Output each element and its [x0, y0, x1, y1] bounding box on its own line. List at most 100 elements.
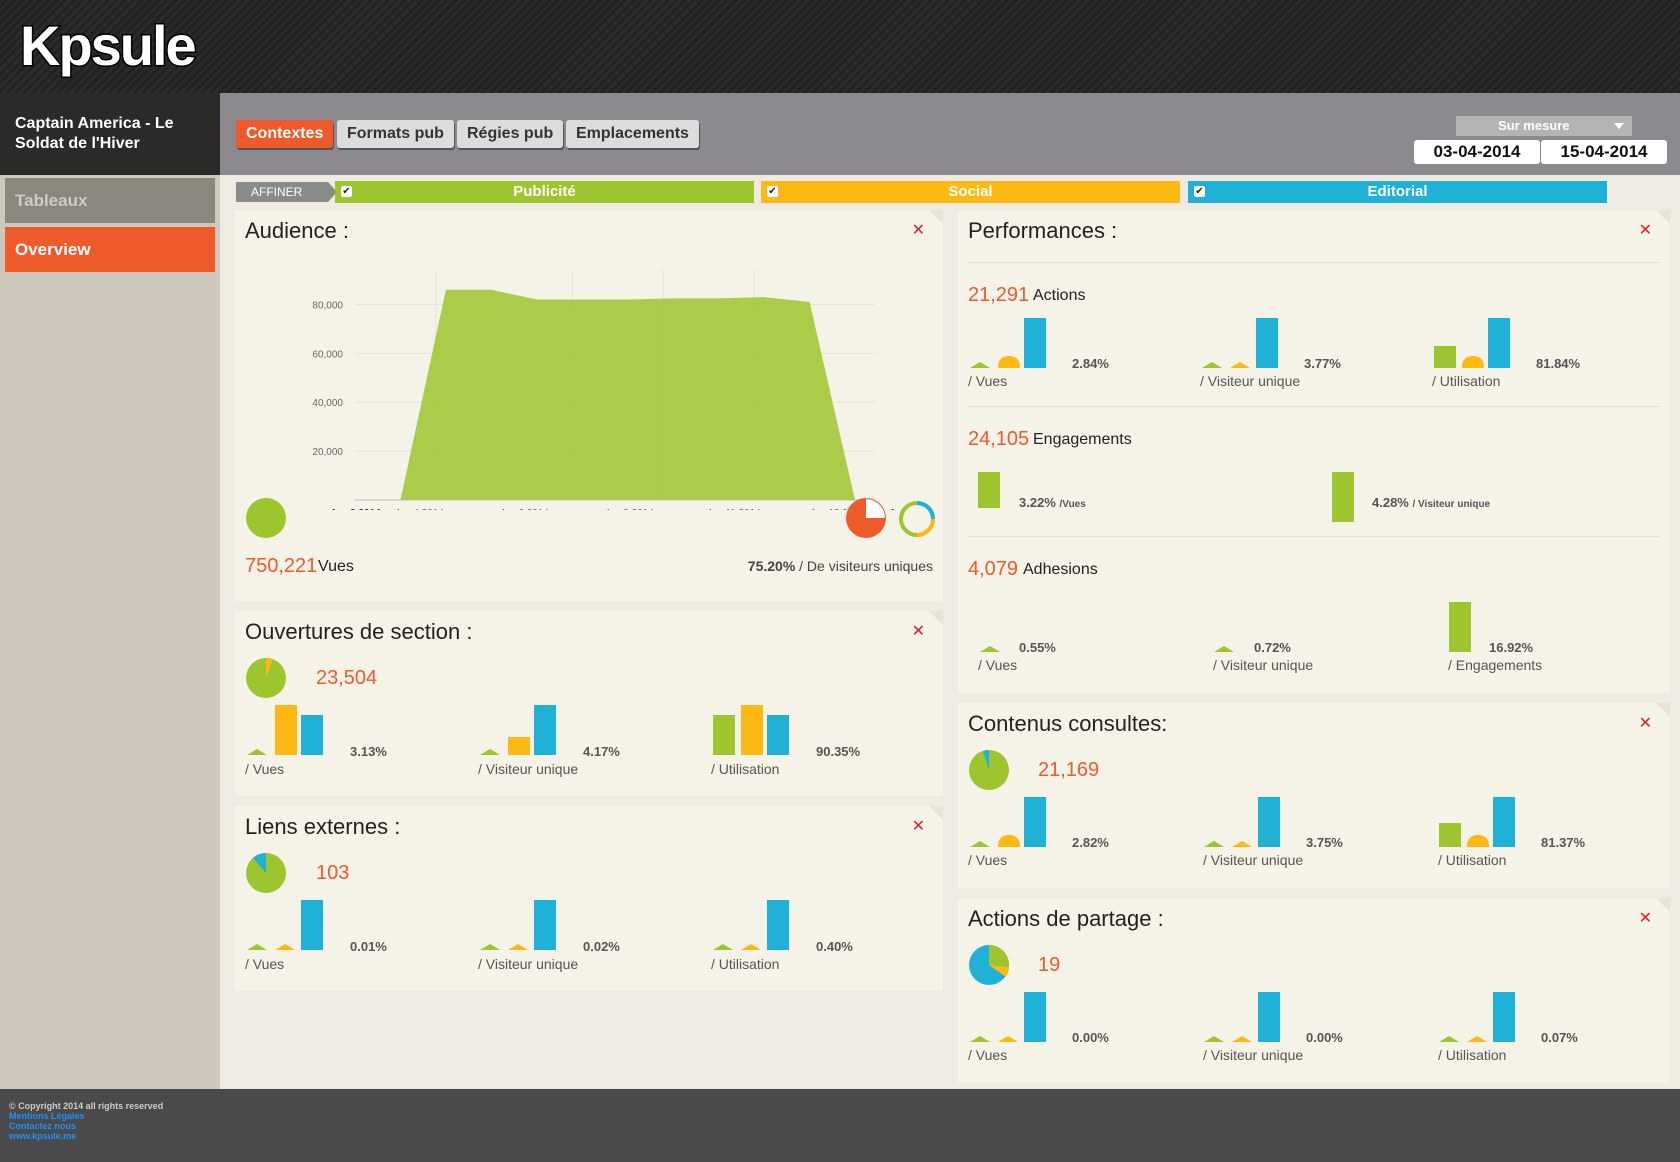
- mini-bar-chart: [247, 705, 327, 755]
- metric-pct: 81.37%: [1541, 835, 1586, 850]
- metric-pct: 0.07%: [1541, 1030, 1578, 1045]
- metric-label: / Vues: [978, 657, 1018, 673]
- start-date-field[interactable]: 03-04-2014: [1414, 140, 1540, 164]
- filter-social[interactable]: ✔ Social: [761, 181, 1180, 203]
- audience-pie-icon: [246, 498, 286, 538]
- bar: [970, 362, 990, 368]
- link-contactez-nous[interactable]: Contactez nous: [9, 1121, 77, 1131]
- panel-title: Performances :: [968, 218, 1118, 243]
- bar: [1214, 646, 1234, 652]
- bar: [970, 1036, 990, 1042]
- check-icon[interactable]: ✔: [767, 186, 778, 197]
- metric-pct: 0.40%: [816, 939, 853, 954]
- mini-bar-chart: [1332, 472, 1354, 522]
- bar: [1024, 992, 1046, 1042]
- bar: [978, 472, 1000, 508]
- check-icon[interactable]: ✔: [341, 186, 352, 197]
- bar: [970, 841, 990, 847]
- metric-pct: 3.13%: [350, 744, 387, 759]
- bar: [998, 1036, 1018, 1042]
- x-tick-label: Apr 3 2014: [330, 508, 381, 510]
- audience-panel: Audience : ✕ 20,000 40,000 60,000 80,000 Apr…: [235, 210, 943, 601]
- metric-pct: 0.02%: [583, 939, 620, 954]
- pie-icon: [246, 657, 286, 698]
- bar: [275, 944, 295, 950]
- audience-unit: Vues: [318, 558, 354, 575]
- tab-formats-pub[interactable]: Formats pub: [337, 120, 454, 148]
- mini-bar-chart: [1214, 602, 1236, 652]
- period-select[interactable]: Sur mesure: [1456, 116, 1632, 136]
- mini-bar-chart: [970, 318, 1050, 368]
- mini-bar-chart: [1439, 797, 1519, 847]
- area-series: [355, 289, 855, 500]
- kpsule-logo[interactable]: Kpsule: [19, 13, 199, 79]
- metric-pct: 4.28%: [1372, 495, 1409, 510]
- mini-bar-chart: [970, 797, 1050, 847]
- mini-bar-chart: [480, 900, 560, 950]
- bar: [998, 835, 1020, 847]
- filter-editorial[interactable]: ✔ Editorial: [1188, 181, 1607, 203]
- close-icon[interactable]: ✕: [911, 818, 925, 835]
- mini-bar-chart: [1204, 797, 1284, 847]
- y-tick-label: 40,000: [312, 398, 343, 409]
- close-icon[interactable]: ✕: [1638, 715, 1652, 732]
- close-icon[interactable]: ✕: [911, 222, 925, 239]
- bar: [1439, 1036, 1459, 1042]
- metric-label: / Engagements: [1448, 657, 1543, 673]
- metric-label: / Vues: [245, 956, 285, 972]
- metric-pct: 2.82%: [1072, 835, 1109, 850]
- bar: [1232, 1036, 1252, 1042]
- bar: [508, 737, 530, 755]
- check-icon[interactable]: ✔: [1194, 186, 1205, 197]
- pie-icon: [969, 944, 1010, 985]
- x-tick-label: Apr 13 2014: [810, 508, 865, 510]
- bar: [1467, 835, 1489, 847]
- bar: [508, 944, 528, 950]
- bar: [1256, 318, 1278, 368]
- filter-publicite[interactable]: ✔ Publicité: [335, 181, 754, 203]
- end-date-field[interactable]: 15-04-2014: [1541, 140, 1667, 164]
- tab-regies-pub[interactable]: Régies pub: [457, 120, 564, 148]
- actions-de-partage-panel: Actions de partage : ✕ 19 0.00% / Vues 0…: [958, 898, 1670, 1083]
- metric-pct: 2.84%: [1072, 356, 1109, 371]
- partage-value: 19: [1038, 954, 1061, 976]
- unique-visitors-pct: 75.20%: [747, 558, 796, 574]
- metric-pct: 0.01%: [350, 939, 387, 954]
- close-icon[interactable]: ✕: [1638, 222, 1652, 239]
- bar: [247, 749, 267, 755]
- metric-label: / Vues: [968, 852, 1008, 868]
- link-website[interactable]: www.kpsule.me: [9, 1131, 77, 1141]
- metric-label: /Vues: [1059, 499, 1086, 510]
- actions-label: Actions: [1033, 287, 1086, 304]
- period-label: Sur mesure: [1498, 118, 1570, 133]
- bar: [480, 749, 500, 755]
- pie-icon: [246, 853, 286, 893]
- bar: [1024, 318, 1046, 368]
- bar: [301, 900, 323, 950]
- metric-pct: 0.72%: [1254, 640, 1291, 655]
- close-icon[interactable]: ✕: [911, 623, 925, 640]
- tab-emplacements[interactable]: Emplacements: [566, 120, 699, 148]
- audience-value: 750,221: [245, 555, 318, 577]
- mini-bar-chart: [980, 602, 1002, 652]
- x-tick-label: Apr 4 2014: [395, 508, 444, 510]
- close-icon[interactable]: ✕: [1638, 910, 1652, 927]
- top-bar: Kpsule: [0, 0, 1680, 93]
- sidebar-item-overview[interactable]: Overview: [5, 227, 215, 272]
- tab-contextes[interactable]: Contextes: [236, 120, 334, 148]
- bar: [1493, 797, 1515, 847]
- metric-pct: 0.00%: [1072, 1030, 1109, 1045]
- bar: [713, 715, 735, 755]
- contenus-value: 21,169: [1038, 759, 1100, 781]
- x-tick-label: Apr 6 2014: [500, 508, 549, 510]
- mini-bar-chart: [1204, 992, 1284, 1042]
- metric-pct: 16.92%: [1489, 640, 1534, 655]
- sidebar-item-tableaux[interactable]: Tableaux: [5, 178, 215, 223]
- bar: [1204, 1036, 1224, 1042]
- ouvertures-value: 23,504: [316, 667, 378, 689]
- link-mentions-legales[interactable]: Mentions Légales: [9, 1111, 85, 1121]
- sidebar: [0, 175, 220, 1089]
- bar: [1258, 797, 1280, 847]
- metric-pct: 4.17%: [583, 744, 620, 759]
- bar: [1493, 992, 1515, 1042]
